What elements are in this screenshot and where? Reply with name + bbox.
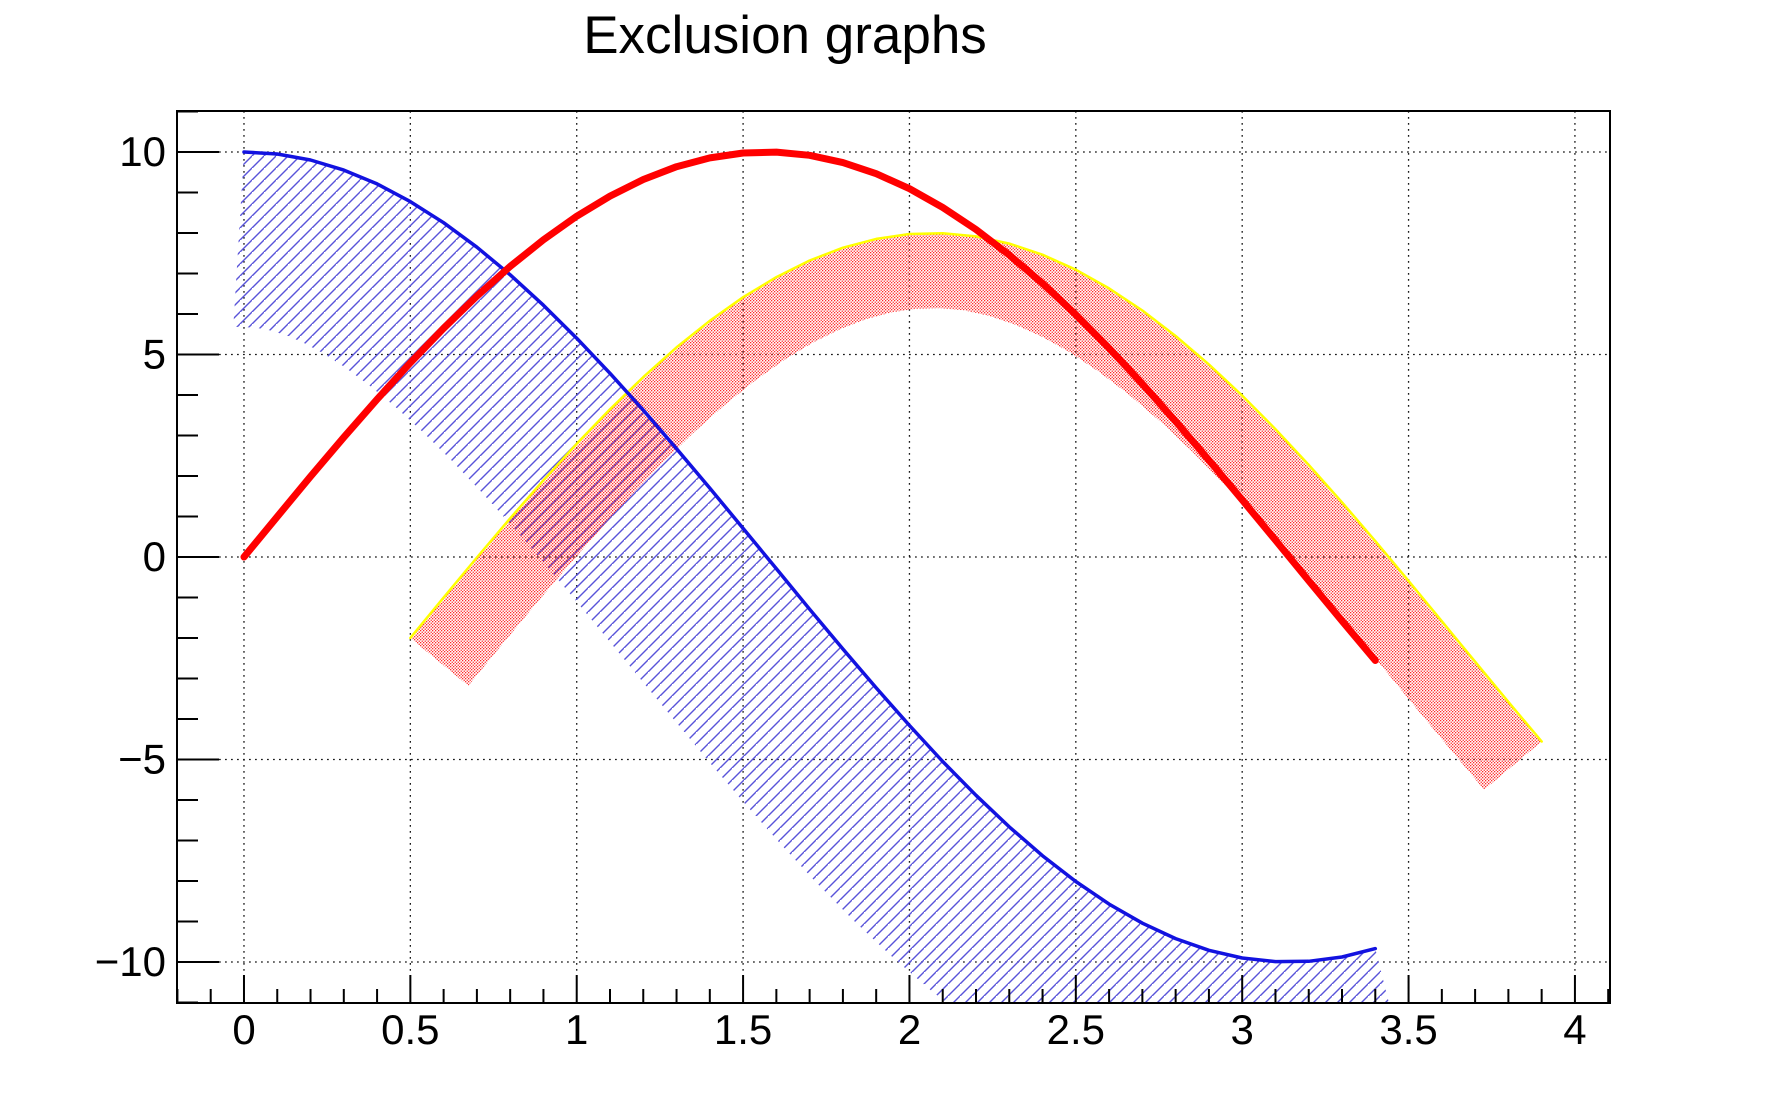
yellow-shifted-sine-curve bbox=[409, 231, 1543, 743]
x-tick-label: 3 bbox=[1231, 1006, 1254, 1053]
chart-title: Exclusion graphs bbox=[583, 6, 987, 65]
axis-ticks bbox=[176, 110, 1610, 1004]
x-tick-label: 1.5 bbox=[714, 1006, 772, 1053]
plot-area bbox=[177, 111, 1610, 1003]
y-tick-label: −5 bbox=[118, 736, 166, 783]
y-tick-label: −10 bbox=[95, 938, 166, 985]
y-tick-label: 5 bbox=[143, 331, 166, 378]
x-tick-label: 4 bbox=[1563, 1006, 1586, 1053]
x-tick-label: 3.5 bbox=[1379, 1006, 1437, 1053]
blue-cosine-band bbox=[233, 152, 1389, 1003]
yellow-shifted-sine-band bbox=[410, 233, 1542, 790]
axis-labels: 0 0.5 1 1.5 2 2.5 3 3.5 4 −10 −5 0 5 10 bbox=[95, 128, 1587, 1053]
x-tick-label: 1 bbox=[565, 1006, 588, 1053]
blue-cosine-curve bbox=[242, 150, 1378, 964]
x-tick-label: 0 bbox=[232, 1006, 255, 1053]
x-tick-label: 2 bbox=[898, 1006, 921, 1053]
red-sine-curve bbox=[240, 148, 1379, 664]
y-tick-label: 0 bbox=[143, 533, 166, 580]
y-tick-label: 10 bbox=[119, 128, 166, 175]
x-tick-label: 2.5 bbox=[1047, 1006, 1105, 1053]
x-tick-label: 0.5 bbox=[381, 1006, 439, 1053]
